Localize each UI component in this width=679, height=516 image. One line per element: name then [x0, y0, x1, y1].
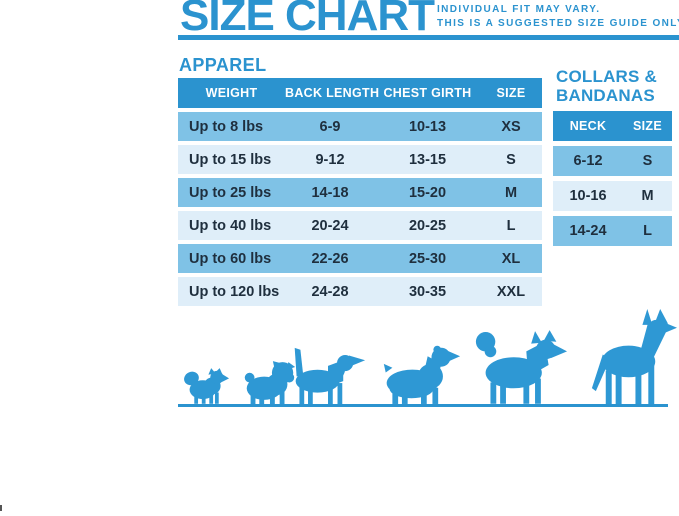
table-row: Up to 15 lbs 9-12 13-15 S — [178, 145, 542, 174]
column-header-chest-girth: CHEST GIRTH — [383, 86, 472, 100]
table-row: Up to 25 lbs 14-18 15-20 M — [178, 178, 542, 207]
table-row: Up to 40 lbs 20-24 20-25 L — [178, 211, 542, 240]
cell-back-length: 14-18 — [311, 184, 349, 201]
collars-section-title: COLLARS & BANDANAS — [556, 67, 657, 105]
table-row: 6-12 S — [553, 146, 672, 176]
table-row: Up to 120 lbs 24-28 30-35 XXL — [178, 277, 542, 306]
cell-neck: 10-16 — [569, 188, 607, 204]
cell-size: M — [641, 188, 654, 204]
cell-size: XXL — [496, 283, 526, 300]
cell-chest-girth: 20-25 — [408, 217, 447, 234]
pug-icon — [244, 361, 296, 405]
cell-weight: Up to 40 lbs — [189, 217, 272, 234]
cell-weight: Up to 120 lbs — [189, 283, 280, 300]
cell-chest-girth: 10-13 — [408, 118, 447, 135]
cell-back-length: 22-26 — [311, 250, 349, 267]
page-title: SIZE CHART — [180, 0, 435, 40]
cell-size: L — [643, 223, 652, 239]
cell-weight: Up to 25 lbs — [189, 184, 272, 201]
column-header-back-length: BACK LENGTH — [285, 86, 380, 100]
cell-size: L — [506, 217, 516, 234]
title-underline — [178, 35, 679, 40]
pomeranian-icon — [184, 368, 230, 404]
cocker-spaniel-icon — [383, 345, 461, 404]
apparel-section-title: APPAREL — [179, 55, 267, 75]
collars-title-line-1: COLLARS & — [556, 67, 657, 86]
cell-size: S — [642, 153, 653, 169]
dogs-baseline — [178, 404, 668, 407]
beagle-icon — [294, 347, 366, 404]
column-header-neck: NECK — [569, 119, 607, 133]
edge-artifact — [0, 505, 2, 511]
table-row: Up to 60 lbs 22-26 25-30 XL — [178, 244, 542, 273]
cell-size: XS — [501, 118, 521, 135]
cell-chest-girth: 13-15 — [408, 151, 447, 168]
cell-weight: Up to 8 lbs — [189, 118, 264, 135]
collars-table-header: NECK SIZE — [553, 111, 672, 141]
column-header-size: SIZE — [633, 119, 662, 133]
great-dane-icon — [591, 309, 678, 404]
apparel-table-header: WEIGHT BACK LENGTH CHEST GIRTH SIZE — [178, 78, 542, 108]
cell-back-length: 24-28 — [311, 283, 349, 300]
column-header-size: SIZE — [496, 86, 526, 100]
disclaimer-line-1: INDIVIDUAL FIT MAY VARY. — [437, 4, 601, 15]
disclaimer-text: INDIVIDUAL FIT MAY VARY. THIS IS A SUGGE… — [437, 3, 679, 30]
cell-neck: 6-12 — [573, 153, 603, 169]
cell-size: XL — [501, 250, 521, 267]
cell-weight: Up to 60 lbs — [189, 250, 272, 267]
cell-neck: 14-24 — [569, 223, 607, 239]
cell-back-length: 20-24 — [311, 217, 349, 234]
cell-chest-girth: 30-35 — [408, 283, 447, 300]
cell-back-length: 6-9 — [319, 118, 341, 135]
cell-chest-girth: 25-30 — [408, 250, 447, 267]
table-row: Up to 8 lbs 6-9 10-13 XS — [178, 112, 542, 141]
collars-size-table: NECK SIZE 6-12 S 10-16 M 14-24 L — [553, 111, 672, 246]
disclaimer-line-2: THIS IS A SUGGESTED SIZE GUIDE ONLY. — [437, 17, 679, 29]
table-row: 10-16 M — [553, 181, 672, 211]
table-row: 14-24 L — [553, 216, 672, 246]
collars-title-line-2: BANDANAS — [556, 86, 655, 105]
cell-chest-girth: 15-20 — [408, 184, 447, 201]
cell-weight: Up to 15 lbs — [189, 151, 272, 168]
husky-icon — [475, 330, 568, 404]
cell-size: S — [506, 151, 516, 168]
cell-back-length: 9-12 — [315, 151, 345, 168]
column-header-weight: WEIGHT — [205, 86, 258, 100]
apparel-size-table: WEIGHT BACK LENGTH CHEST GIRTH SIZE Up t… — [178, 78, 542, 306]
cell-size: M — [504, 184, 518, 201]
